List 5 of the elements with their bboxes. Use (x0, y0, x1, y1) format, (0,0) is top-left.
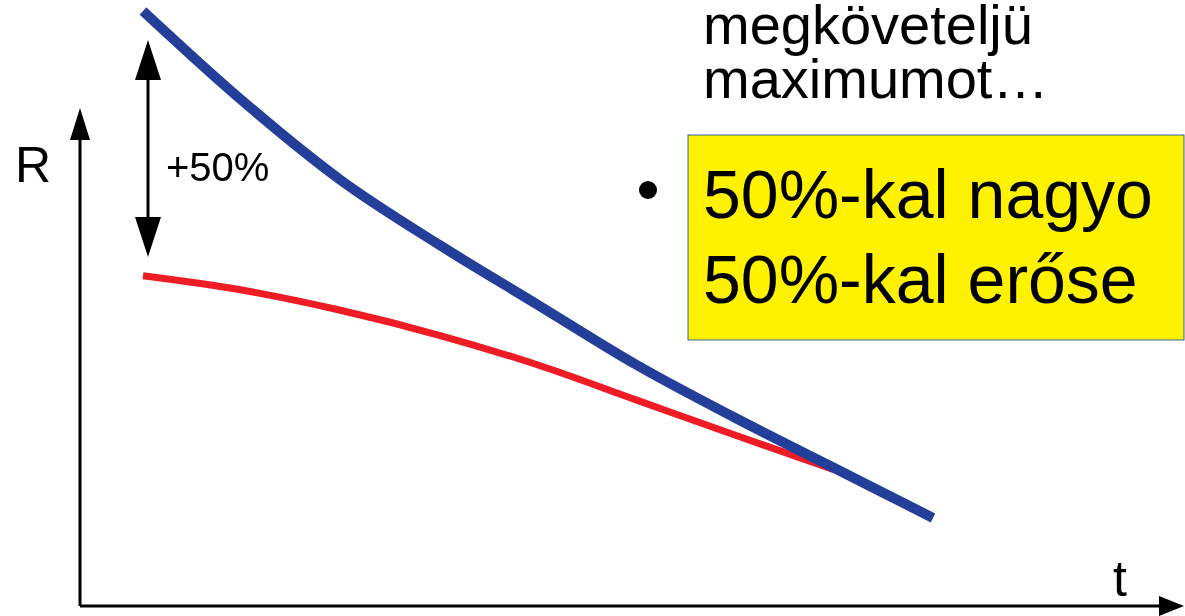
annotation: +50% (166, 145, 270, 189)
x-axis-title: t (1113, 551, 1128, 607)
annotation: 50%-kal nagyo (703, 156, 1153, 232)
annotation: 50%-kal erőse (703, 241, 1138, 317)
y-axis-title: R (14, 137, 52, 193)
